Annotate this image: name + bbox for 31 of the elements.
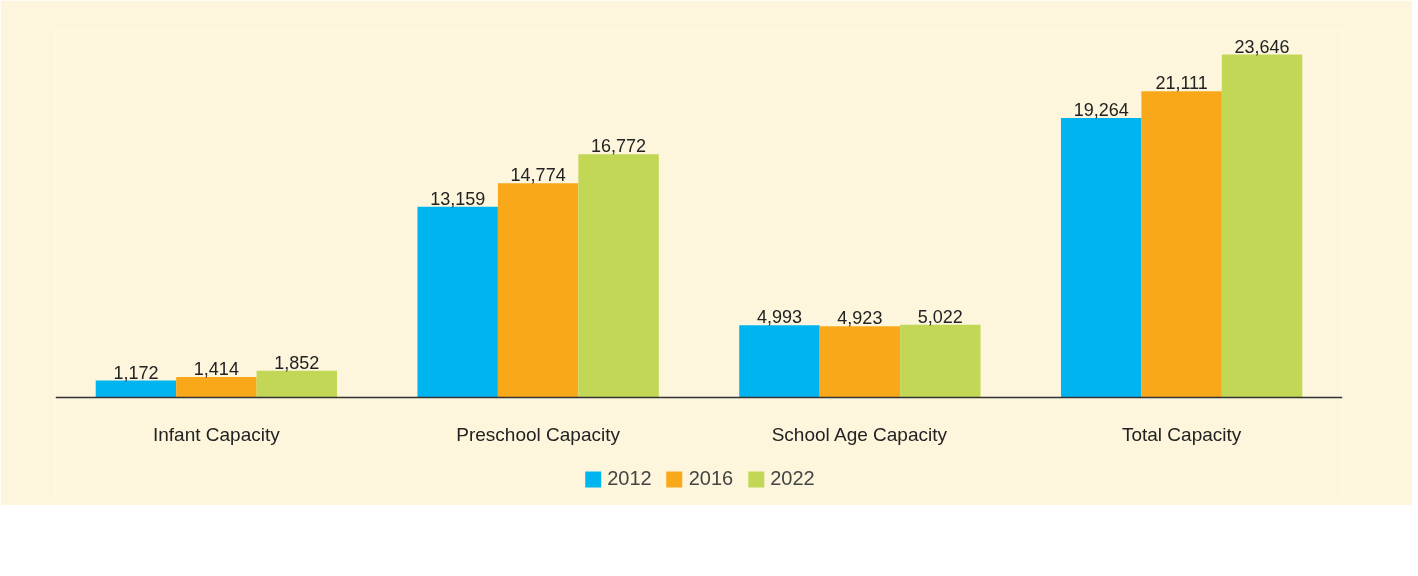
bar [497,183,579,398]
legend-label: 2022 [770,467,815,490]
data-label: 5,022 [917,306,963,327]
bar [1060,118,1142,398]
x-tick-label: Total Capacity [1121,423,1242,445]
bar [578,154,659,398]
data-label: 21,111 [1155,73,1208,94]
data-label: 1,172 [113,362,159,383]
data-label: 16,772 [591,136,647,157]
data-label: 4,993 [756,307,802,328]
data-label: 1,414 [193,359,239,380]
data-label: 4,923 [837,308,883,329]
bar [739,325,820,398]
data-label: 23,646 [1234,36,1290,57]
data-label: 1,852 [274,352,320,373]
x-tick-label: Preschool Capacity [456,423,621,445]
legend-label: 2012 [607,467,652,490]
data-label: 14,774 [510,165,566,186]
bar [256,370,338,398]
x-tick-label: School Age Capacity [771,423,948,445]
legend-label: 2016 [688,467,734,490]
data-label: 19,264 [1073,100,1129,121]
bar [900,324,981,398]
bar [1221,54,1303,398]
data-label: 13,159 [430,188,486,209]
bar [819,326,901,398]
bar [417,206,498,398]
bar [1141,91,1222,398]
bar [176,377,257,398]
bar [95,380,177,398]
x-tick-label: Infant Capacity [153,423,281,445]
